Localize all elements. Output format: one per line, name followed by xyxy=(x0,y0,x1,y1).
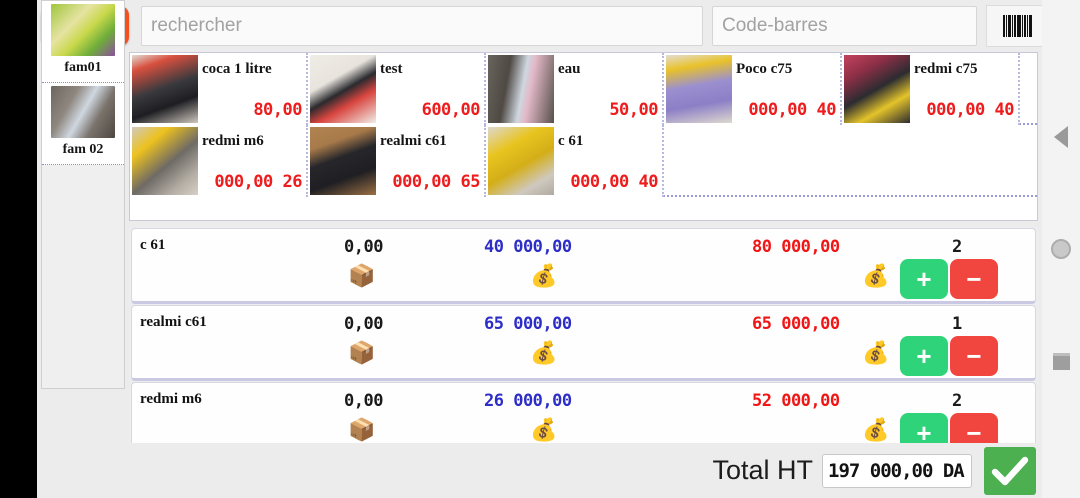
product-area: coca 1 litre 80,00 test 600,00 eau 50,00 xyxy=(37,52,1042,228)
cart-item-line-total: 80 000,00 xyxy=(752,237,840,257)
family-label: fam 02 xyxy=(62,142,104,157)
money-icon: 💰 xyxy=(530,263,558,288)
product-price: 600,00 xyxy=(421,100,480,120)
barcode-input[interactable] xyxy=(712,6,977,46)
product-thumbnail xyxy=(488,127,554,195)
validate-button[interactable] xyxy=(984,446,1036,495)
money-icon: 💰 xyxy=(862,340,890,365)
product-grid-row: coca 1 litre 80,00 test 600,00 eau 50,00 xyxy=(130,53,1037,125)
barcode-scan-button[interactable] xyxy=(986,5,1048,47)
check-icon xyxy=(991,456,1029,485)
top-toolbar: Tous xyxy=(37,0,1048,52)
table-row[interactable]: c 61 0,00 40 000,00 80 000,00 2 📦 💰 💰 + … xyxy=(131,228,1036,304)
product-price: 26 000,00 xyxy=(214,172,302,192)
product-thumbnail xyxy=(310,55,376,123)
product-price: 80,00 xyxy=(253,100,302,120)
product-grid-row: redmi m6 26 000,00 realmi c61 65 000,00 … xyxy=(130,125,1037,197)
cart-item-name: realmi c61 xyxy=(140,314,207,330)
product-thumbnail xyxy=(310,127,376,195)
product-name: redmi c75 xyxy=(914,61,978,77)
android-nav-bar xyxy=(1042,0,1080,498)
decrease-quantity-button[interactable]: − xyxy=(950,336,998,376)
product-tile[interactable]: coca 1 litre 80,00 xyxy=(130,53,308,125)
product-name: c 61 xyxy=(558,133,584,149)
product-tile[interactable]: test 600,00 xyxy=(308,53,486,125)
product-price: 40 000,00 xyxy=(570,172,658,192)
table-row[interactable]: redmi m6 0,00 26 000,00 52 000,00 2 📦 💰 … xyxy=(131,382,1036,443)
search-input[interactable] xyxy=(141,6,703,46)
total-label: Total HT xyxy=(712,455,813,485)
product-thumbnail xyxy=(132,127,198,195)
cart-list[interactable]: c 61 0,00 40 000,00 80 000,00 2 📦 💰 💰 + … xyxy=(129,228,1038,443)
home-icon[interactable] xyxy=(1050,238,1072,260)
product-name: coca 1 litre xyxy=(202,61,272,77)
cart-item-line-total: 52 000,00 xyxy=(752,391,840,411)
decrease-quantity-button[interactable]: − xyxy=(950,259,998,299)
money-icon: 💰 xyxy=(862,263,890,288)
product-price: 40 000,00 xyxy=(926,100,1014,120)
money-icon: 💰 xyxy=(862,417,890,442)
money-icon: 💰 xyxy=(530,340,558,365)
package-icon: 📦 xyxy=(348,263,376,288)
cart-item-name: c 61 xyxy=(140,237,166,253)
left-black-bezel xyxy=(0,0,37,498)
recents-icon[interactable] xyxy=(1050,350,1072,372)
product-tile[interactable]: Poco c75 40 000,00 xyxy=(664,53,842,125)
decrease-quantity-button[interactable]: − xyxy=(950,413,998,443)
family-thumbnail xyxy=(51,86,115,138)
barcode-icon xyxy=(1002,15,1032,37)
cart-item-discount: 0,00 xyxy=(344,237,383,257)
total-bar: Total HT 197 000,00 DA xyxy=(37,443,1042,498)
increase-quantity-button[interactable]: + xyxy=(900,413,948,443)
product-thumbnail xyxy=(132,55,198,123)
money-icon: 💰 xyxy=(530,417,558,442)
total-value: 197 000,00 DA xyxy=(828,459,965,482)
product-grid: coca 1 litre 80,00 test 600,00 eau 50,00 xyxy=(129,52,1038,221)
cart-item-quantity: 2 xyxy=(952,237,963,257)
product-tile[interactable]: realmi c61 65 000,00 xyxy=(308,125,486,197)
product-name: test xyxy=(380,61,403,77)
family-item-fam02[interactable]: fam 02 xyxy=(42,83,124,165)
product-name: eau xyxy=(558,61,581,77)
product-tile[interactable]: redmi m6 26 000,00 xyxy=(130,125,308,197)
cart-item-unit-price: 40 000,00 xyxy=(484,237,572,257)
pos-app: Tous fam01 fam 02 xyxy=(37,0,1048,498)
increase-quantity-button[interactable]: + xyxy=(900,336,948,376)
product-thumbnail xyxy=(488,55,554,123)
product-price: 65 000,00 xyxy=(392,172,480,192)
product-tile[interactable]: redmi c75 40 000,00 xyxy=(842,53,1020,125)
cart-item-unit-price: 26 000,00 xyxy=(484,391,572,411)
family-label: fam01 xyxy=(64,60,102,75)
cart-item-quantity: 2 xyxy=(952,391,963,411)
product-thumbnail xyxy=(844,55,910,123)
product-thumbnail xyxy=(666,55,732,123)
package-icon: 📦 xyxy=(348,340,376,365)
cart-item-name: redmi m6 xyxy=(140,391,202,407)
product-tile[interactable]: eau 50,00 xyxy=(486,53,664,125)
product-price: 40 000,00 xyxy=(748,100,836,120)
product-name: realmi c61 xyxy=(380,133,447,149)
family-thumbnail xyxy=(51,4,115,56)
total-value-box: 197 000,00 DA xyxy=(822,453,972,488)
cart-item-quantity: 1 xyxy=(952,314,963,334)
package-icon: 📦 xyxy=(348,417,376,442)
product-tile[interactable]: c 61 40 000,00 xyxy=(486,125,664,197)
cart-item-discount: 0,00 xyxy=(344,314,383,334)
cart-item-unit-price: 65 000,00 xyxy=(484,314,572,334)
family-sidebar: fam01 fam 02 xyxy=(41,0,125,389)
product-name: redmi m6 xyxy=(202,133,264,149)
product-name: Poco c75 xyxy=(736,61,793,77)
cart-item-discount: 0,00 xyxy=(344,391,383,411)
product-price: 50,00 xyxy=(609,100,658,120)
family-item-fam01[interactable]: fam01 xyxy=(42,1,124,83)
cart-item-line-total: 65 000,00 xyxy=(752,314,840,334)
back-icon[interactable] xyxy=(1050,126,1072,148)
increase-quantity-button[interactable]: + xyxy=(900,259,948,299)
table-row[interactable]: realmi c61 0,00 65 000,00 65 000,00 1 📦 … xyxy=(131,305,1036,381)
product-grid-filler xyxy=(664,125,1037,195)
